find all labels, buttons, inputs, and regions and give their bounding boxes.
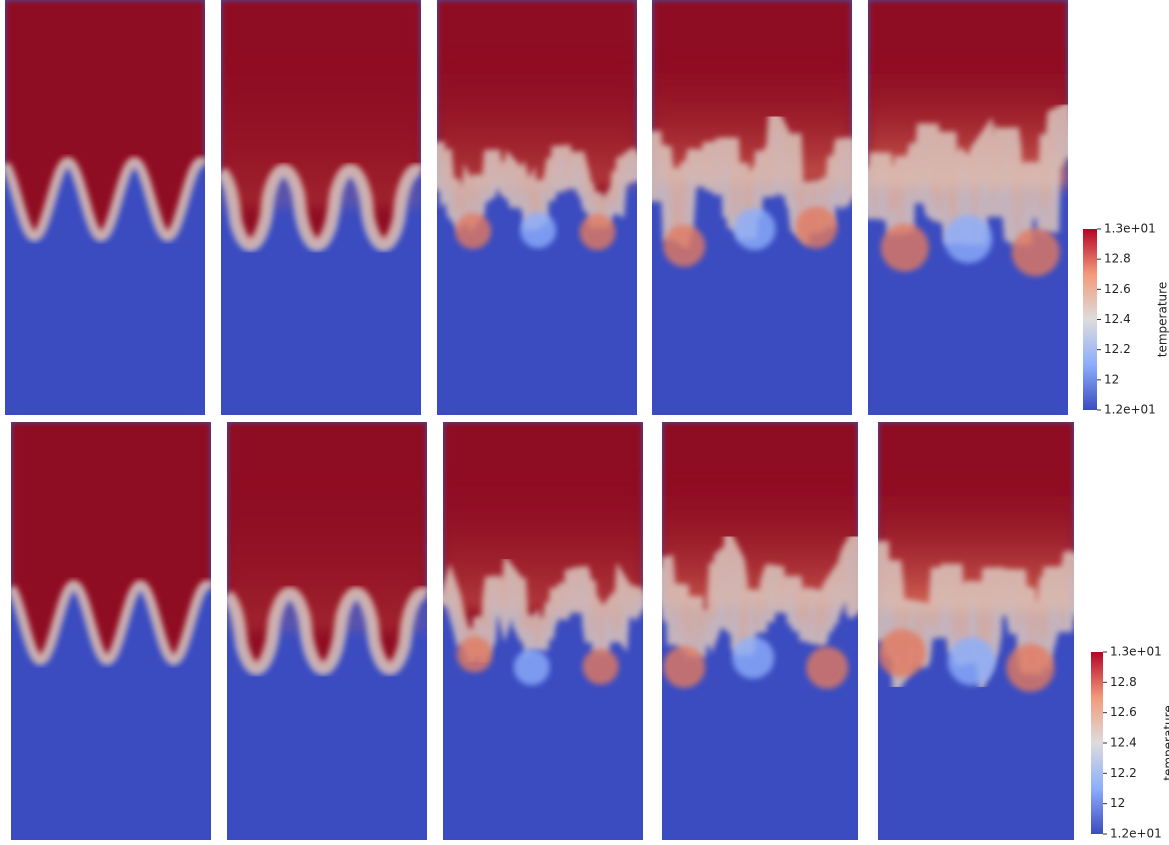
colorbar-tick-label: 1.3e+01 — [1104, 222, 1156, 236]
colorbar: 1.3e+01 12.8 12.6 12.4 12.2 12 1.2e+01 temperat… — [1083, 222, 1169, 417]
plume — [583, 648, 619, 684]
figure: 1.3e+01 12.8 12.6 12.4 12.2 12 1.2e+01 temperat… — [0, 0, 1169, 845]
panel — [227, 422, 427, 840]
mixing-zone — [227, 472, 427, 631]
plume — [948, 637, 996, 685]
colorbar-tick-label: 12.8 — [1104, 252, 1131, 266]
mixing-zone — [221, 50, 421, 208]
simulation-panels — [5, 0, 1074, 840]
panel — [662, 422, 858, 840]
colorbar-tick-label: 12 — [1104, 372, 1119, 386]
plume — [457, 636, 493, 672]
colorbar-tick-label: 12.2 — [1104, 342, 1131, 356]
colorbar-tick-label: 12.6 — [1110, 705, 1137, 719]
plume — [732, 637, 774, 679]
panel — [878, 422, 1074, 840]
colorbar-tick-label: 12.6 — [1104, 282, 1131, 296]
plume — [663, 646, 705, 688]
plume — [1006, 644, 1054, 692]
colorbar-title: temperature — [1162, 705, 1169, 780]
mixing-zone — [437, 50, 637, 187]
plume — [663, 225, 705, 267]
colorbar-tick-label: 1.2e+01 — [1104, 403, 1156, 417]
colorbar-tick-label: 12.4 — [1104, 312, 1131, 326]
colorbar-tick-label: 1.2e+01 — [1110, 827, 1162, 841]
plume — [944, 215, 992, 263]
panel — [652, 0, 852, 415]
colorbar-tick-label: 12.8 — [1110, 675, 1137, 689]
panel — [443, 422, 643, 840]
panel — [868, 0, 1068, 415]
plume — [580, 214, 616, 250]
colorbar-tick-label: 12.4 — [1110, 736, 1137, 750]
plume — [734, 208, 776, 250]
plume — [455, 213, 491, 249]
panel — [437, 0, 637, 415]
plume — [806, 647, 848, 689]
colorbar-title: temperature — [1156, 282, 1169, 357]
hot-region — [11, 422, 211, 660]
panel — [11, 422, 211, 840]
plume — [1012, 228, 1060, 276]
colorbar-tick-label: 1.3e+01 — [1110, 645, 1162, 659]
mixing-zone — [443, 472, 643, 610]
panel — [5, 0, 205, 415]
colorbar-gradient — [1091, 652, 1103, 834]
colorbar-gradient — [1083, 229, 1097, 410]
colorbar-tick-label: 12 — [1110, 796, 1125, 810]
plume — [795, 206, 837, 248]
plume — [881, 224, 929, 272]
colorbars: 1.3e+01 12.8 12.6 12.4 12.2 12 1.2e+01 temperat… — [1083, 222, 1169, 841]
colorbar-tick-label: 12.2 — [1110, 766, 1137, 780]
panel — [221, 0, 421, 415]
plume — [520, 212, 556, 248]
colorbar: 1.3e+01 12.8 12.6 12.4 12.2 12 1.2e+01 temperat… — [1091, 645, 1169, 841]
plume — [514, 649, 550, 685]
plume — [878, 629, 926, 677]
hot-region — [5, 0, 205, 237]
